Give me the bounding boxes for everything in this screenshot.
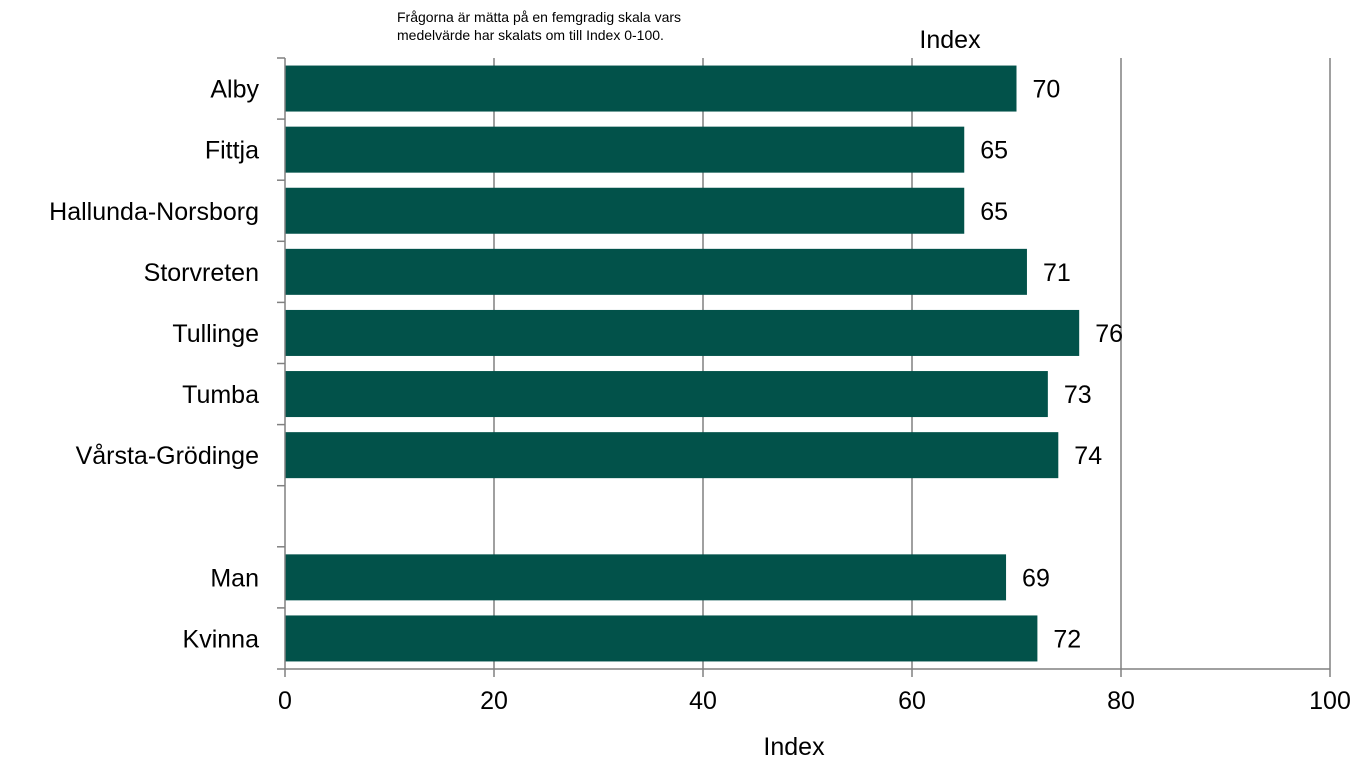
- axes: [277, 57, 1331, 677]
- bar: [285, 309, 1080, 356]
- bar: [285, 65, 1017, 112]
- data-label: 70: [1033, 76, 1061, 104]
- x-tick-label: 60: [898, 687, 926, 715]
- category-label: Man: [210, 564, 259, 592]
- labels: Alby 70 Fittja 65 Hallunda-Norsborg 65 Storvre…: [49, 76, 1351, 715]
- bar: [285, 615, 1038, 662]
- x-tick-label: 80: [1107, 687, 1135, 715]
- data-label: 74: [1074, 442, 1102, 470]
- data-label: 76: [1095, 320, 1123, 348]
- x-axis-label: Index: [763, 733, 825, 758]
- category-label: Kvinna: [183, 625, 260, 653]
- bar: [285, 554, 1007, 601]
- chart-note-line-2: medelvärde har skalats om till Index 0-1…: [397, 27, 664, 43]
- category-label: Fittja: [205, 137, 259, 165]
- category-label: Storvreten: [144, 259, 259, 287]
- category-label: Alby: [210, 76, 259, 104]
- category-label: Vårsta-Grödinge: [76, 442, 259, 470]
- x-tick-label: 20: [480, 687, 508, 715]
- x-tick-label: 0: [278, 687, 292, 715]
- data-label: 73: [1064, 381, 1092, 409]
- bar: [285, 432, 1059, 479]
- bar: [285, 187, 965, 234]
- data-label: 71: [1043, 259, 1071, 287]
- data-label: 65: [980, 198, 1008, 226]
- data-label: 69: [1022, 564, 1050, 592]
- bar: [285, 371, 1048, 418]
- chart-note: Frågorna är mätta på en femgradig skala …: [397, 8, 817, 44]
- bar: [285, 126, 965, 173]
- x-tick-label: 100: [1309, 687, 1351, 715]
- x-tick-label: 40: [689, 687, 717, 715]
- top-axis-label: Index: [919, 26, 981, 54]
- data-label: 72: [1053, 625, 1081, 653]
- chart-note-line-1: Frågorna är mätta på en femgradig skala …: [397, 9, 682, 25]
- category-label: Tumba: [182, 381, 259, 409]
- category-label: Hallunda-Norsborg: [49, 198, 259, 226]
- category-label: Tullinge: [172, 320, 259, 348]
- bars: [285, 65, 1080, 662]
- bar: [285, 248, 1027, 295]
- data-label: 65: [980, 137, 1008, 165]
